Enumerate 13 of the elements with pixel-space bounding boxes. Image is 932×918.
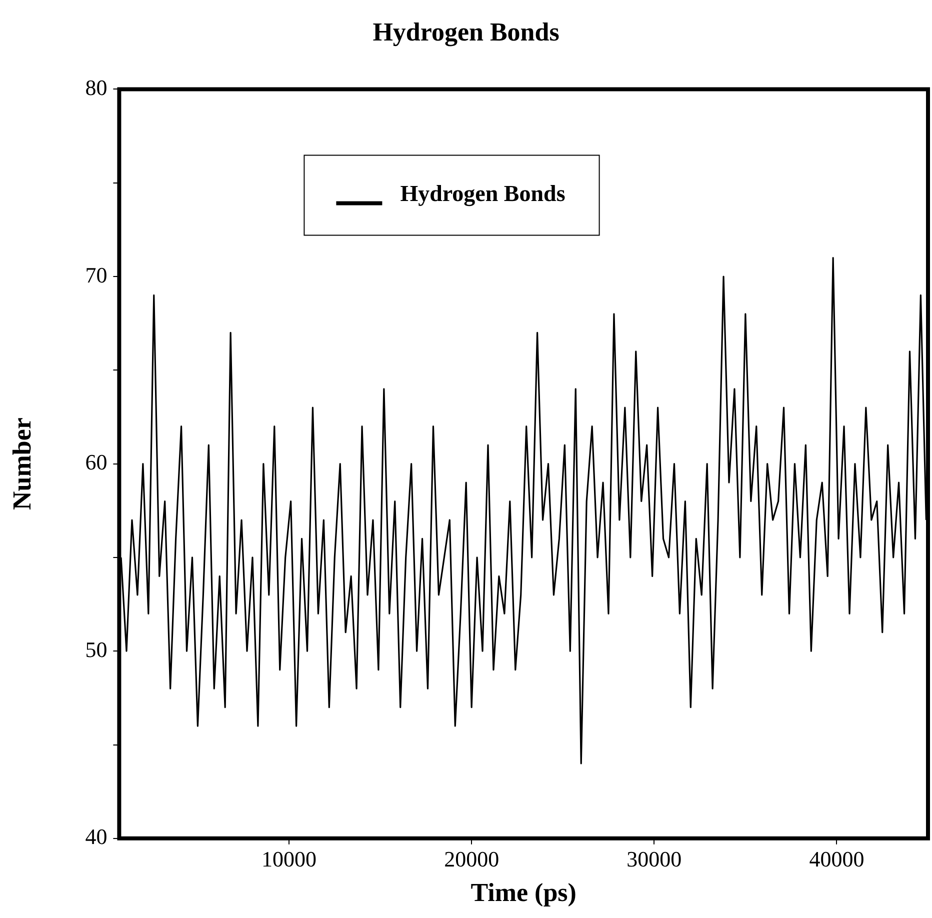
y-tick-label: 40 <box>85 824 108 850</box>
x-axis-title: Time (ps) <box>470 878 576 908</box>
x-tick-label: 20000 <box>444 846 500 872</box>
x-tick-label: 30000 <box>626 846 682 872</box>
x-tick-label: 40000 <box>809 846 864 872</box>
legend-label: Hydrogen Bonds <box>400 181 566 208</box>
y-tick-label: 50 <box>85 636 108 662</box>
x-tick-label: 10000 <box>261 846 316 872</box>
y-tick-label: 60 <box>85 450 108 475</box>
y-tick-label: 80 <box>85 74 108 100</box>
y-tick-label: 70 <box>85 262 108 288</box>
chart-title: Hydrogen Bonds <box>372 17 560 46</box>
y-axis-title: Number <box>7 418 36 510</box>
